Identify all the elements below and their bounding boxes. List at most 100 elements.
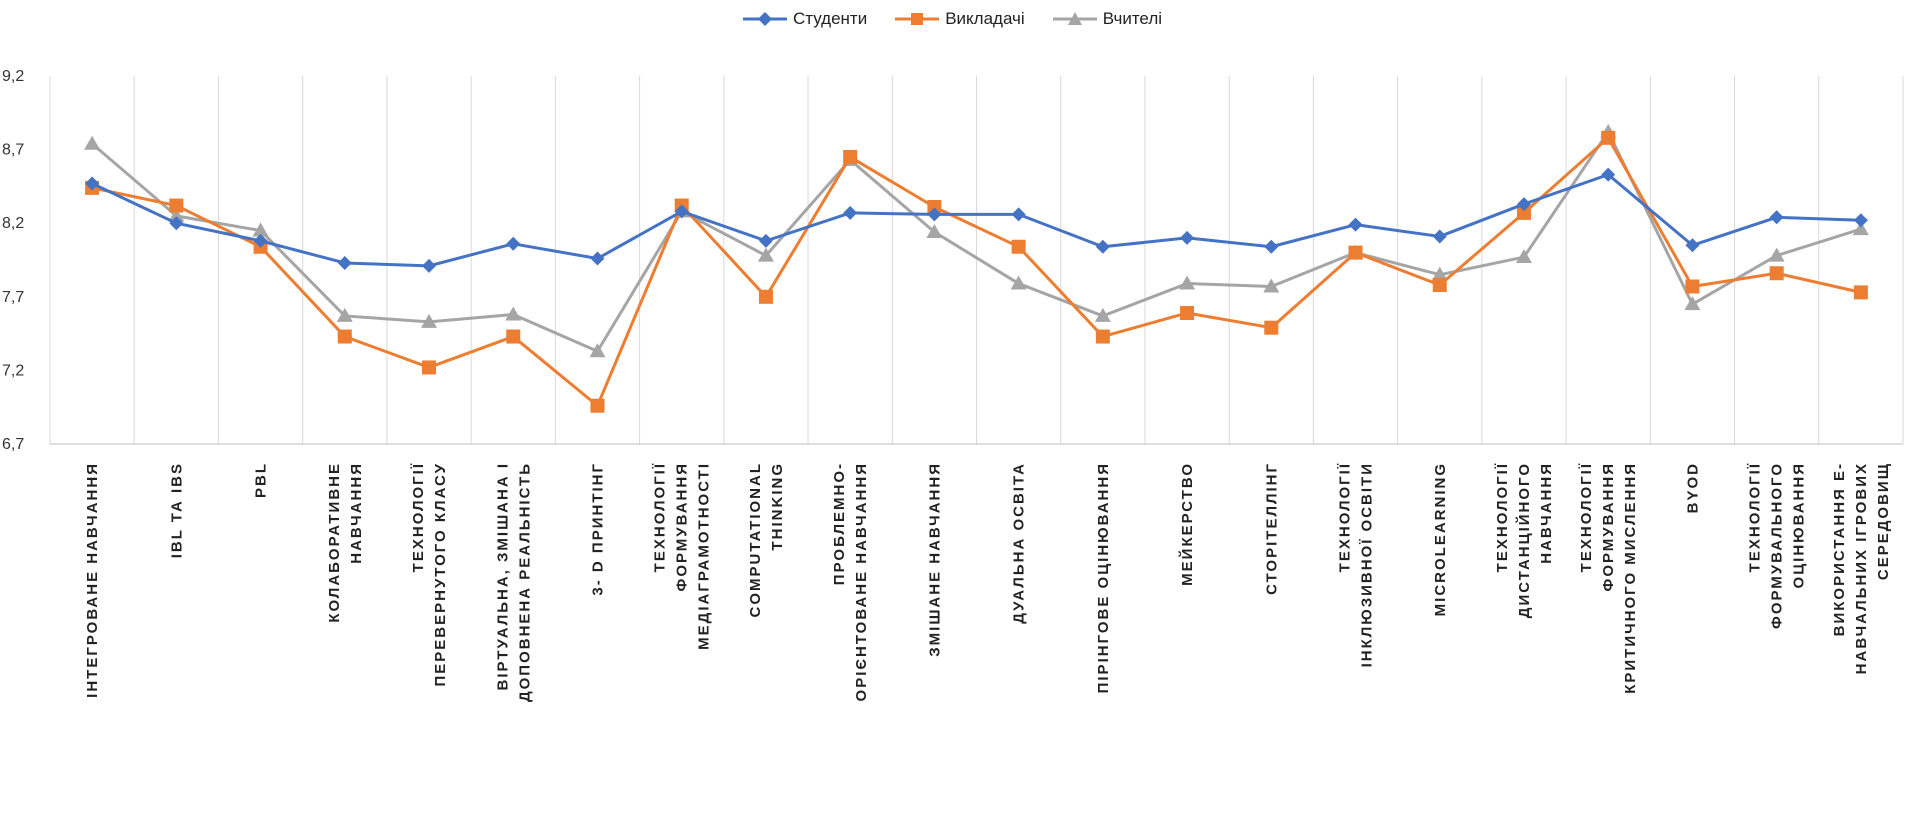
x-tick-label-line: ІНТЕГРОВАНЕ НАВЧАННЯ xyxy=(84,462,101,698)
data-point xyxy=(1348,217,1363,232)
data-point xyxy=(1685,238,1700,253)
x-tick-label: ВИКОРИСТАННЯ Е- НАВЧАЛЬНИХ ІГРОВИХ СЕРЕДОВ… xyxy=(1831,462,1892,674)
y-tick-label: 7,2 xyxy=(2,362,24,379)
data-point xyxy=(1769,266,1784,281)
x-tick-label: ВІРТУАЛЬНА, ЗМІШАНА І ДОПОВНЕНА РЕАЛЬНІСТ… xyxy=(494,462,533,702)
x-tick-label-line: НАВЧАЛЬНИХ ІГРОВИХ xyxy=(1853,462,1870,674)
legend-item-lecturers: Викладачі xyxy=(895,9,1025,29)
x-tick-label-line: ДИСТАНЦІЙНОГО xyxy=(1515,462,1533,618)
series-Викладачі xyxy=(85,130,1868,413)
x-tick-label-line: ТЕХНОЛОГІЇ xyxy=(1747,462,1764,572)
data-point xyxy=(590,398,605,413)
data-point xyxy=(843,205,858,220)
x-tick-label: ПІРІНГОВЕ ОЦІНЮВАННЯ xyxy=(1095,462,1112,693)
data-point xyxy=(337,329,352,344)
data-point xyxy=(927,207,942,222)
series-line xyxy=(91,130,1862,353)
x-tick-label-line: ДОПОВНЕНА РЕАЛЬНІСТЬ xyxy=(516,462,533,702)
x-tick-label: IBL ТА IBS xyxy=(168,462,185,558)
legend-marker-square xyxy=(895,13,940,25)
x-tick-label-line: ТЕХНОЛОГІЇ xyxy=(1578,462,1595,572)
x-tick-label-line: ДУАЛЬНА ОСВІТА xyxy=(1011,462,1028,624)
legend-marker-triangle xyxy=(1052,12,1097,25)
x-tick-label-line: МЕЙКЕРСТВО xyxy=(1178,462,1196,586)
data-point xyxy=(252,222,269,237)
x-tick-label: ТЕХНОЛОГІЇ ФОРМУВАЛЬНОГО ОЦІНЮВАННЯ xyxy=(1747,462,1808,629)
x-tick-label-line: ВИКОРИСТАННЯ Е- xyxy=(1831,462,1848,636)
x-tick-label-line: ПРОБЛЕМНО- xyxy=(831,462,848,585)
data-point xyxy=(1095,329,1110,344)
data-point xyxy=(506,236,521,251)
x-tick-label-line: ПІРІНГОВЕ ОЦІНЮВАННЯ xyxy=(1095,462,1112,693)
x-tick-label: ПРОБЛЕМНО- ОРІЄНТОВАНЕ НАВЧАННЯ xyxy=(831,462,870,701)
data-point xyxy=(1601,167,1616,182)
legend-item-teachers: Вчителі xyxy=(1052,9,1162,29)
x-tick-label: ІНТЕГРОВАНЕ НАВЧАННЯ xyxy=(84,462,101,698)
data-point xyxy=(1179,275,1196,290)
data-point xyxy=(843,149,858,164)
x-tick-label-line: КОЛАБОРАТИВНЕ xyxy=(326,462,343,623)
y-tick-label: 7,7 xyxy=(2,289,24,306)
x-tick-label: ТЕХНОЛОГІЇ ІНКЛЮЗИВНОЇ ОСВІТИ xyxy=(1337,462,1376,667)
data-point xyxy=(1264,320,1279,335)
data-point xyxy=(757,247,774,262)
data-point xyxy=(1348,245,1363,260)
x-tick-label-line: THINKING xyxy=(769,462,786,551)
x-tick-label-line: ТЕХНОЛОГІЇ xyxy=(1494,462,1511,572)
data-point xyxy=(1095,239,1110,254)
data-point xyxy=(1431,266,1448,281)
data-point xyxy=(422,258,437,273)
x-tick-label: ТЕХНОЛОГІЇ ДИСТАНЦІЙНОГО НАВЧАННЯ xyxy=(1494,462,1555,618)
x-tick-label: ТЕХНОЛОГІЇ ПЕРЕВЕРНУТОГО КЛАСУ xyxy=(410,462,449,687)
data-point xyxy=(1264,239,1279,254)
x-tick-label-line: КРИТИЧНОГО МИСЛЕННЯ xyxy=(1622,462,1639,694)
data-point xyxy=(1601,130,1616,145)
x-tick-label-line: ФОРМУВАННЯ xyxy=(674,462,691,591)
data-point xyxy=(1769,210,1784,225)
x-tick-label: КОЛАБОРАТИВНЕ НАВЧАННЯ xyxy=(326,462,365,623)
x-tick-label: СТОРІТЕЛЛІНГ xyxy=(1263,462,1280,595)
x-tick-label-line: ПЕРЕВЕРНУТОГО КЛАСУ xyxy=(432,462,449,687)
data-point xyxy=(674,204,689,219)
data-point xyxy=(1432,229,1447,244)
x-tick-label-line: 3- D ПРИНТІНГ xyxy=(589,462,606,596)
data-point xyxy=(1432,278,1447,293)
data-point xyxy=(337,255,352,270)
x-tick-label-line: PBL xyxy=(253,462,270,498)
series-Студенти xyxy=(85,167,1868,273)
x-tick-label-line: ОЦІНЮВАННЯ xyxy=(1791,462,1808,588)
data-point xyxy=(589,343,606,358)
data-point xyxy=(758,233,773,248)
data-point xyxy=(927,200,942,215)
data-point xyxy=(1011,239,1026,254)
x-tick-label-line: НАВЧАННЯ xyxy=(348,462,365,564)
data-point xyxy=(1010,275,1027,290)
data-point xyxy=(1516,197,1531,212)
legend-item-students: Студенти xyxy=(742,9,867,29)
x-tick-label: ДУАЛЬНА ОСВІТА xyxy=(1011,462,1028,624)
x-tick-label-line: СТОРІТЕЛЛІНГ xyxy=(1263,462,1280,595)
x-tick-label: PBL xyxy=(253,462,270,498)
y-tick-label: 6,7 xyxy=(2,436,24,453)
x-tick-label: BYOD xyxy=(1684,462,1701,513)
x-tick-label-line: ФОРМУВАННЯ xyxy=(1600,462,1617,591)
x-tick-label: 3- D ПРИНТІНГ xyxy=(589,462,606,596)
y-tick-label: 8,7 xyxy=(2,142,24,159)
y-tick-label: 8,2 xyxy=(2,215,24,232)
data-point xyxy=(758,289,773,304)
x-tick-label-line: ВІРТУАЛЬНА, ЗМІШАНА І xyxy=(494,462,511,690)
x-tick-label-line: ТЕХНОЛОГІЇ xyxy=(410,462,427,572)
legend-marker-diamond xyxy=(742,12,787,26)
x-tick-label: МЕЙКЕРСТВО xyxy=(1178,462,1196,586)
x-tick-label-line: ІНКЛЮЗИВНОЇ ОСВІТИ xyxy=(1359,462,1376,667)
x-tick-label-line: ТЕХНОЛОГІЇ xyxy=(652,462,669,572)
data-point xyxy=(421,313,438,328)
data-point xyxy=(1515,249,1532,264)
data-point xyxy=(1852,221,1869,236)
x-tick-label-line: ЗМІШАНЕ НАВЧАННЯ xyxy=(926,462,943,657)
data-point xyxy=(1011,207,1026,222)
x-tick-label-line: MICROLEARNING xyxy=(1432,462,1449,616)
data-point xyxy=(1094,307,1111,322)
data-point xyxy=(84,135,101,150)
